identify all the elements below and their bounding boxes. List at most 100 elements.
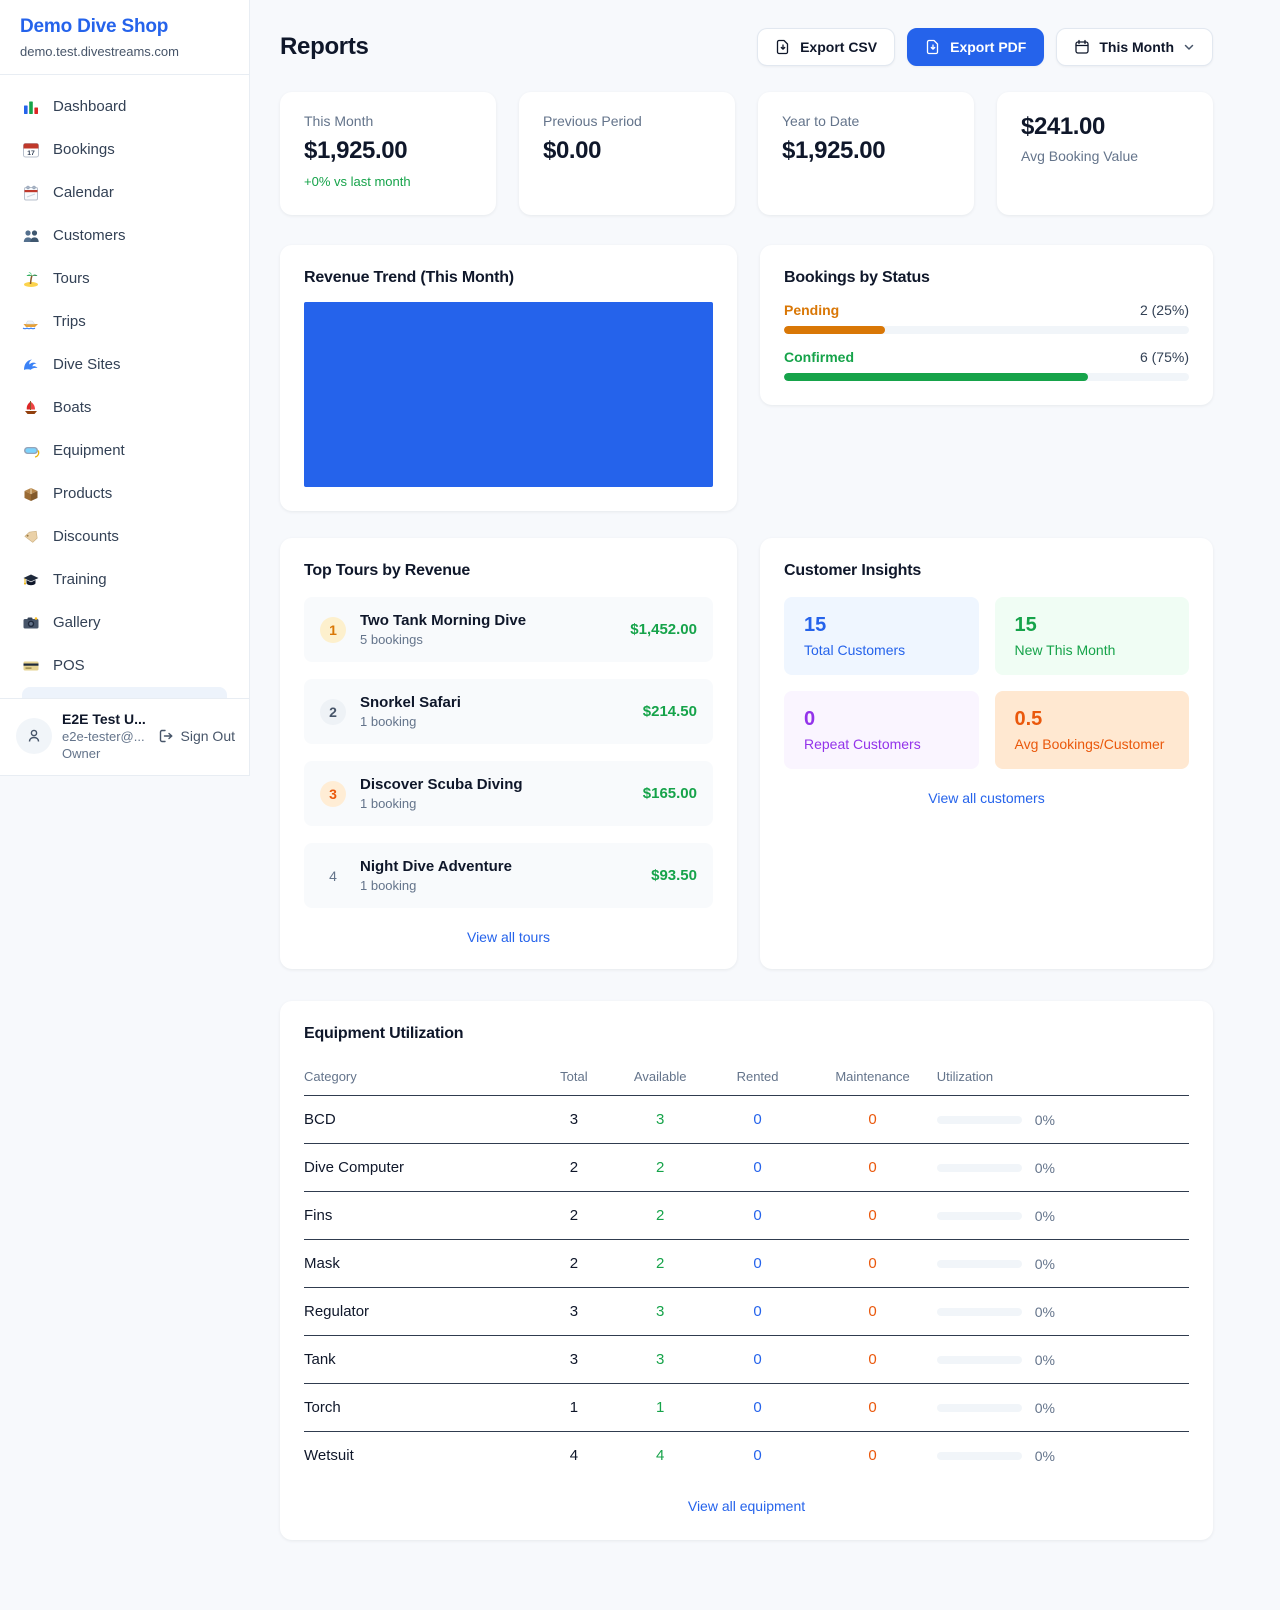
stat-value: $0.00 — [543, 137, 602, 164]
brand-name: Demo Dive Shop — [20, 16, 169, 37]
cell-available: 2 — [613, 1239, 707, 1288]
top-tours-title: Top Tours by Revenue — [304, 562, 471, 579]
table-row: Torch 1 1 0 0 0% — [304, 1383, 1189, 1432]
sidebar-item-pos[interactable]: POS — [12, 644, 237, 687]
user-email: e2e-tester@... — [62, 729, 145, 744]
tour-name: Night Dive Adventure — [360, 858, 512, 875]
rank-badge: 1 — [320, 616, 346, 643]
user-name: E2E Test U... — [62, 711, 146, 727]
stat-label: Year to Date — [782, 113, 860, 129]
utilization-bar — [936, 1403, 1022, 1412]
sidebar-item-trips[interactable]: Trips — [12, 300, 237, 343]
export-csv-button[interactable]: Export CSV — [757, 28, 896, 66]
status-count: 2 (25%) — [1139, 302, 1189, 318]
utilization-pct: 0% — [1034, 1447, 1055, 1464]
sidebar-item-label: Bookings — [53, 141, 115, 158]
cell-available: 1 — [613, 1383, 707, 1432]
bookings-by-status-title: Bookings by Status — [784, 269, 930, 286]
table-row: Fins 2 2 0 0 0% — [304, 1191, 1189, 1240]
tour-row: 2 Snorkel Safari 1 booking $214.50 — [304, 679, 713, 744]
sidebar-item-boats[interactable]: Boats — [12, 386, 237, 429]
cell-available: 2 — [613, 1143, 707, 1192]
insight-value: 15 — [1014, 614, 1037, 636]
cell-maintenance: 0 — [808, 1095, 937, 1144]
rank-badge: 3 — [320, 780, 346, 807]
cell-rented: 0 — [706, 1191, 809, 1240]
status-bar-fill — [784, 326, 886, 334]
tour-revenue: $1,452.00 — [630, 621, 697, 638]
sidebar-item-training[interactable]: Training — [12, 558, 237, 601]
period-selector[interactable]: This Month — [1056, 28, 1213, 66]
view-all-equipment-link[interactable]: View all equipment — [687, 1498, 806, 1514]
tour-row: 1 Two Tank Morning Dive 5 bookings $1,45… — [304, 597, 713, 662]
user-role: Owner — [62, 746, 101, 761]
customer-insights-title: Customer Insights — [784, 562, 922, 579]
tour-bookings: 1 booking — [360, 796, 417, 811]
chevron-down-icon — [1184, 44, 1194, 50]
person-icon — [28, 729, 40, 742]
status-label: Pending — [784, 302, 840, 318]
sidebar-item-calendar[interactable]: Calendar — [12, 171, 237, 214]
tour-revenue: $214.50 — [642, 703, 697, 720]
sidebar-item-tours[interactable]: Tours — [12, 257, 237, 300]
header-actions: Export CSV Export PDF This Month — [757, 28, 1213, 66]
utilization-pct: 0% — [1034, 1111, 1055, 1128]
utilization-bar — [936, 1451, 1022, 1460]
cell-available: 2 — [613, 1191, 707, 1240]
sidebar-item-label: Discounts — [53, 528, 119, 545]
insight-label: New This Month — [1014, 642, 1116, 658]
table-row: Regulator 3 3 0 0 0% — [304, 1287, 1189, 1336]
cell-total: 4 — [569, 1447, 579, 1464]
bar-chart-icon — [22, 98, 40, 116]
sidebar-item-bookings[interactable]: 17 Bookings — [12, 128, 237, 171]
wave-icon — [22, 356, 40, 374]
sidebar-item-dashboard[interactable]: Dashboard — [12, 85, 237, 128]
sidebar-item-customers[interactable]: Customers — [12, 214, 237, 257]
cell-category: Mask — [304, 1239, 535, 1288]
sidebar-item-dive-sites[interactable]: Dive Sites — [12, 343, 237, 386]
cell-rented: 0 — [706, 1335, 809, 1384]
export-pdf-button[interactable]: Export PDF — [907, 28, 1045, 66]
sign-out-button[interactable]: Sign Out — [158, 728, 235, 744]
status-row-pending: Pending 2 (25%) — [784, 302, 1189, 334]
price-tag-icon — [22, 528, 40, 546]
status-count: 6 (75%) — [1139, 349, 1189, 365]
sidebar-item-label: Dive Sites — [53, 356, 121, 373]
column-header: Maintenance — [808, 1060, 937, 1096]
customer-insights-card: Customer Insights 15 Total Customers 15 … — [760, 538, 1213, 969]
status-label: Confirmed — [784, 349, 854, 365]
speedboat-icon — [22, 313, 40, 331]
cell-category: Dive Computer — [304, 1143, 535, 1192]
sidebar-item-equipment[interactable]: Equipment — [12, 429, 237, 472]
camera-icon — [22, 614, 40, 632]
column-header: Rented — [706, 1060, 809, 1096]
export-pdf-label: Export PDF — [950, 39, 1027, 55]
status-row-confirmed: Confirmed 6 (75%) — [784, 349, 1189, 381]
sidebar-item-products[interactable]: Products — [12, 472, 237, 515]
view-all-customers-link[interactable]: View all customers — [928, 790, 1045, 806]
stat-label: Avg Booking Value — [1021, 148, 1139, 164]
sidebar-item-gallery[interactable]: Gallery — [12, 601, 237, 644]
charts-row: Revenue Trend (This Month) Bookings by S… — [280, 245, 1213, 511]
sidebar-item-discounts[interactable]: Discounts — [12, 515, 237, 558]
revenue-trend-title: Revenue Trend (This Month) — [304, 269, 514, 286]
package-box-icon — [22, 485, 40, 503]
tour-bookings: 5 bookings — [360, 632, 423, 647]
people-icon — [22, 227, 40, 245]
status-bar-track — [784, 326, 1189, 334]
sidebar-item-reports-active-partial[interactable] — [22, 687, 227, 698]
view-all-tours-link[interactable]: View all tours — [466, 929, 550, 945]
utilization-bar — [936, 1259, 1022, 1268]
table-row: Tank 3 3 0 0 0% — [304, 1335, 1189, 1384]
insight-tile-new-this-month: 15 New This Month — [994, 597, 1189, 675]
insight-tile-repeat-customers: 0 Repeat Customers — [784, 691, 979, 769]
cell-total: 3 — [534, 1287, 614, 1336]
table-row: BCD 3 3 0 0 0% — [304, 1095, 1189, 1144]
utilization-pct: 0% — [1034, 1351, 1055, 1368]
export-csv-label: Export CSV — [800, 39, 878, 55]
sidebar-item-label: Tours — [53, 270, 90, 287]
table-header-row: Category Total Available Rented Maintena… — [304, 1060, 1189, 1096]
cell-total: 3 — [534, 1335, 614, 1384]
cell-available: 3 — [613, 1095, 707, 1144]
cell-rented: 0 — [706, 1383, 809, 1432]
